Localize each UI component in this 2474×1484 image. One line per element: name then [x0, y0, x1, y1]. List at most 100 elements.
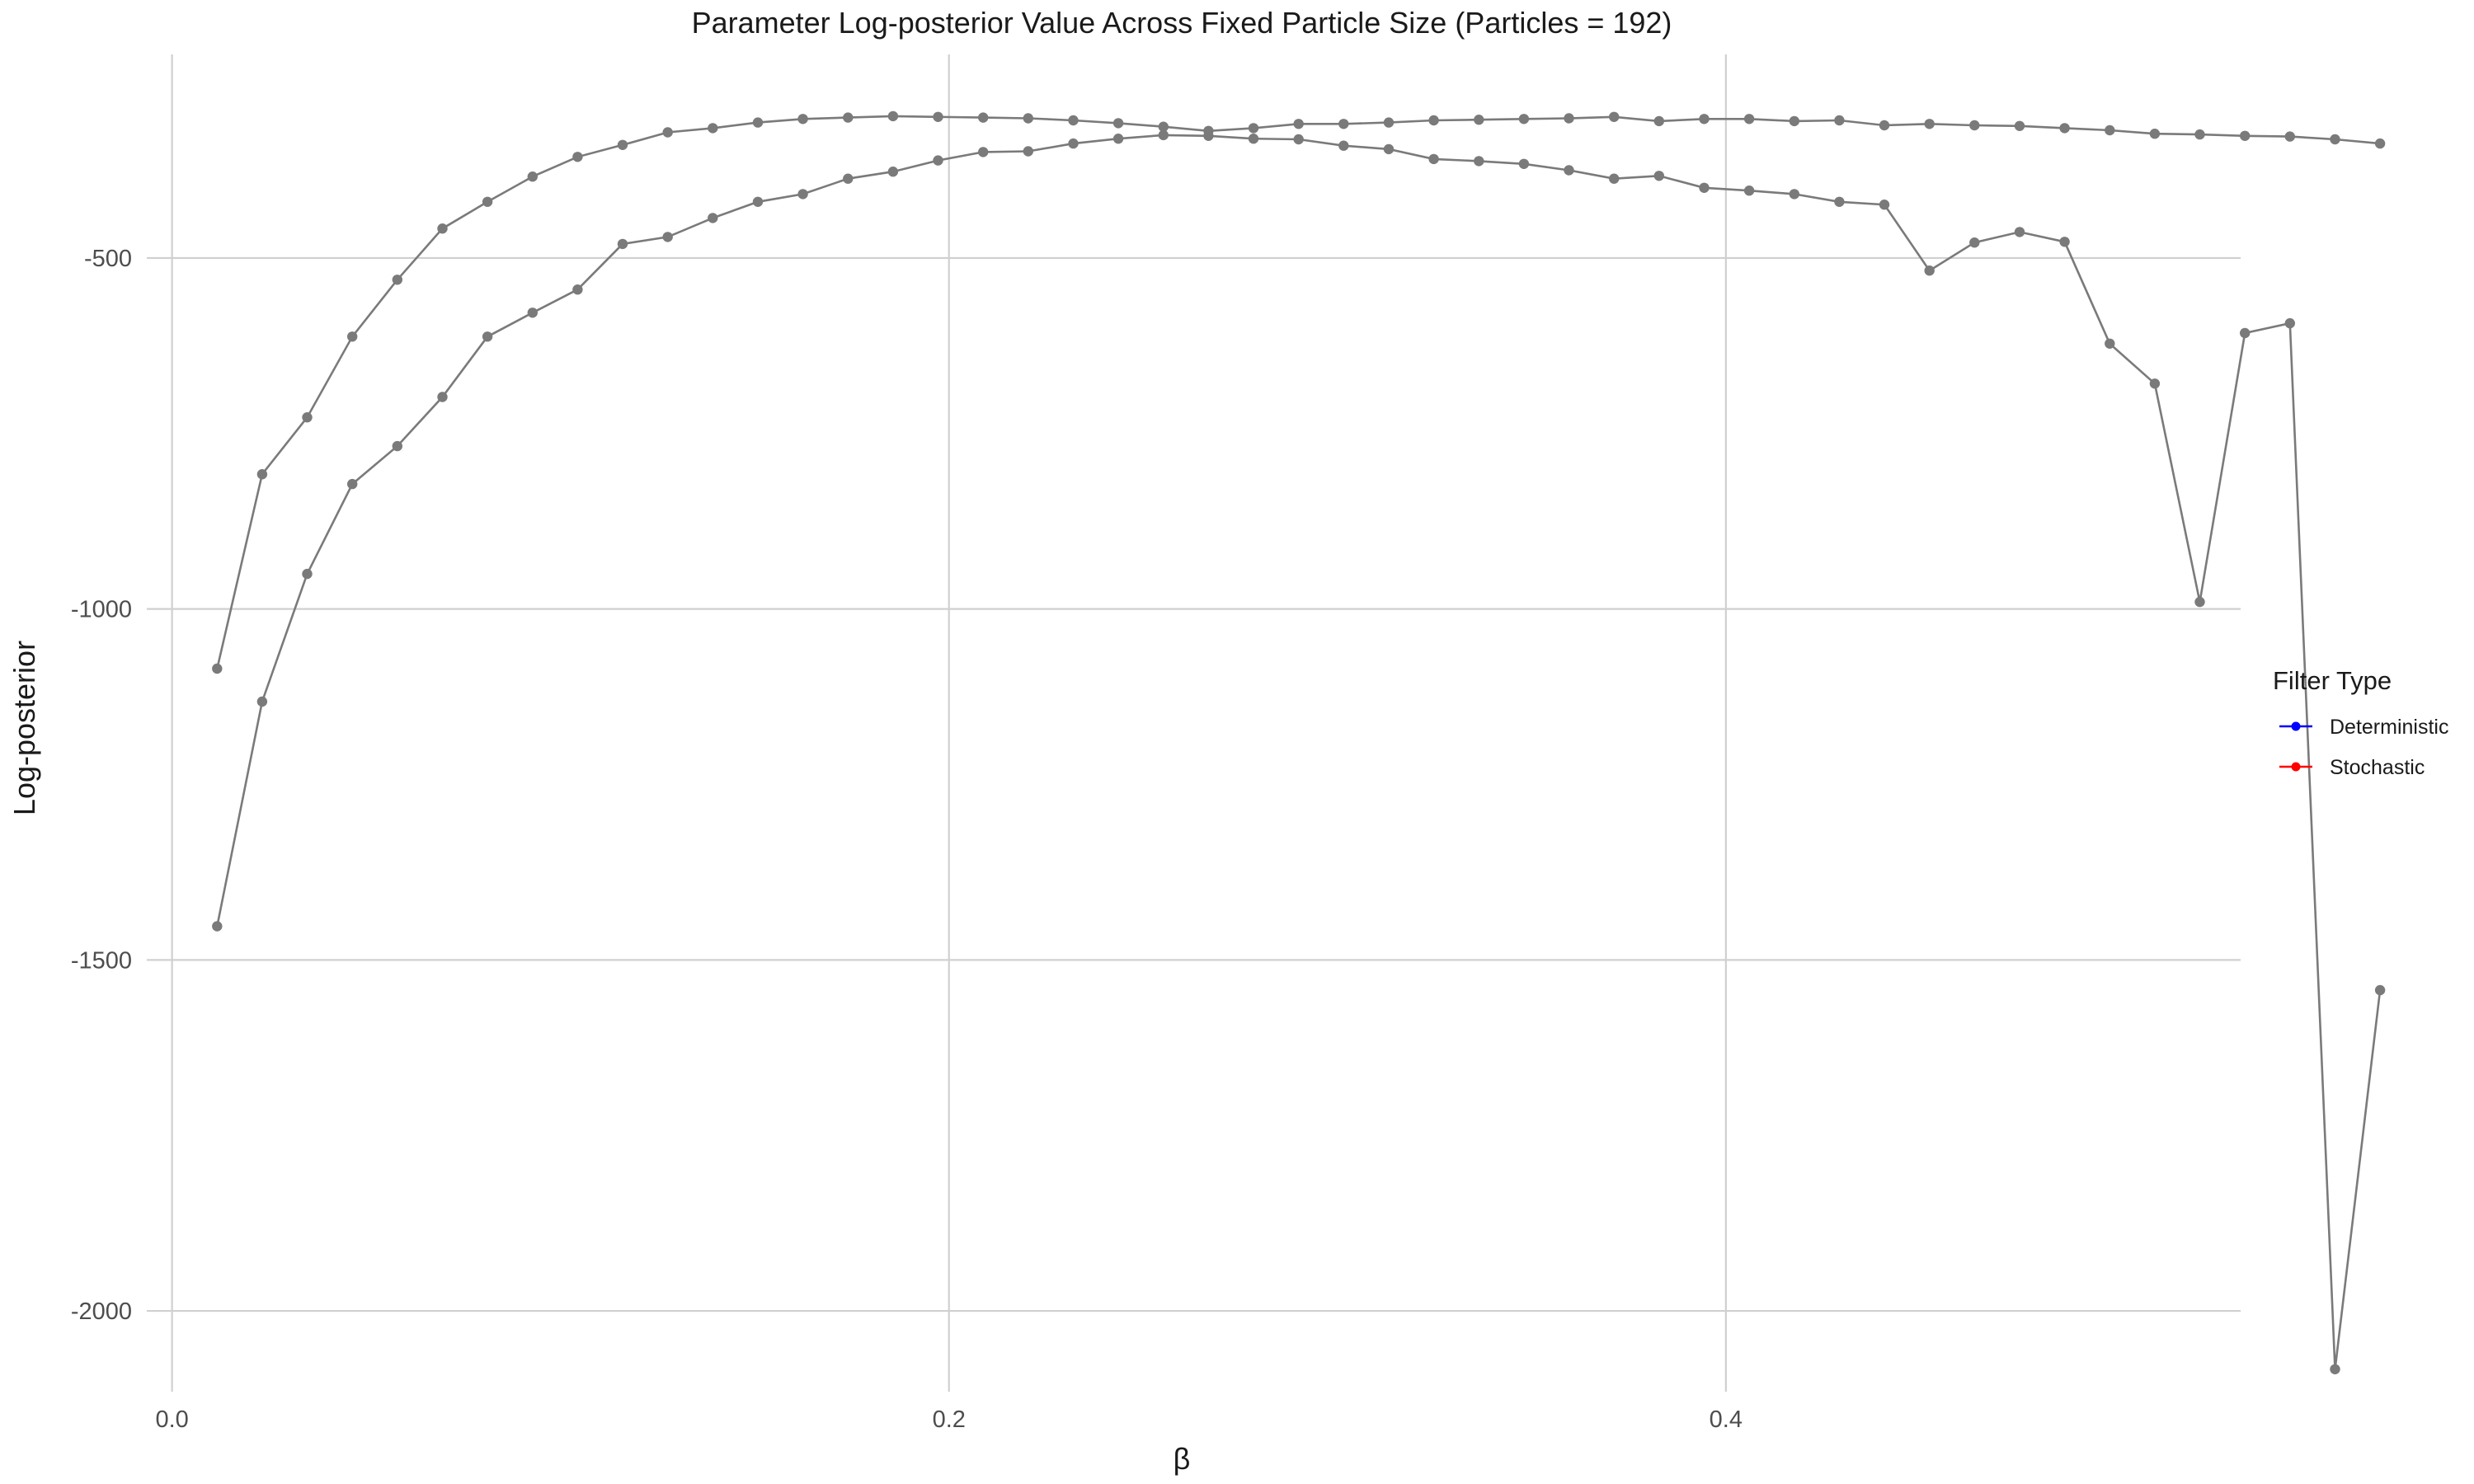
series-line — [216, 115, 2381, 669]
data-point — [212, 663, 223, 674]
data-point — [2105, 338, 2115, 349]
x-tick-label: 0.0 — [155, 1407, 188, 1433]
data-point — [1293, 134, 1304, 145]
data-point — [1518, 114, 1530, 124]
y-tick-label: -2000 — [71, 1298, 132, 1325]
data-point — [1699, 182, 1710, 193]
legend-item-stochastic: Stochastic — [2279, 756, 2425, 779]
data-point — [527, 171, 538, 182]
data-point — [437, 392, 448, 402]
x-tick-label: 0.2 — [933, 1407, 966, 1433]
data-point — [1743, 186, 1755, 196]
legend-key-point — [2291, 721, 2301, 731]
data-point — [2194, 596, 2205, 608]
data-point — [752, 196, 764, 207]
data-point — [482, 331, 493, 342]
data-point — [2014, 227, 2025, 237]
data-point — [302, 568, 313, 580]
data-point — [2240, 327, 2251, 339]
data-point — [2059, 123, 2070, 134]
data-point — [212, 921, 223, 932]
series-line — [216, 134, 2382, 1369]
data-point — [1789, 189, 1799, 200]
data-point — [2284, 131, 2295, 142]
data-point — [572, 152, 583, 162]
data-point — [1564, 165, 1574, 176]
y-axis-title: Log-posterior — [7, 641, 41, 815]
data-point — [2240, 130, 2251, 141]
data-point — [1789, 115, 1799, 127]
data-point — [887, 110, 899, 122]
data-point — [1023, 146, 1034, 157]
data-point — [887, 167, 899, 177]
data-point — [2194, 129, 2205, 140]
data-point — [978, 147, 989, 157]
data-point — [1653, 115, 1665, 127]
chart-title: Parameter Log-posterior Value Across Fix… — [692, 6, 1672, 40]
data-point — [2330, 1364, 2340, 1375]
data-point — [797, 114, 808, 124]
data-point — [347, 331, 358, 342]
data-point — [1338, 140, 1349, 151]
data-point — [1474, 115, 1484, 125]
data-point — [1699, 114, 1710, 124]
data-point — [482, 196, 493, 207]
x-tick-label: 0.4 — [1710, 1407, 1743, 1433]
data-point — [752, 117, 764, 128]
data-point — [572, 284, 583, 295]
data-point — [1383, 143, 1395, 155]
x-axis-title: β — [1174, 1442, 1191, 1476]
data-point — [978, 112, 989, 123]
data-point — [708, 123, 718, 134]
y-tick-label: -500 — [84, 246, 132, 272]
series-1 — [212, 110, 2386, 674]
data-point — [933, 155, 943, 166]
data-point — [1293, 119, 1304, 129]
data-point — [527, 308, 538, 318]
data-point — [1969, 120, 1980, 131]
data-point — [843, 112, 854, 123]
data-point — [1834, 115, 1845, 126]
data-point — [1248, 134, 1259, 144]
data-point — [1068, 115, 1079, 126]
data-point — [1969, 237, 1980, 248]
data-point — [1158, 129, 1169, 141]
y-tick-label: -1500 — [71, 947, 132, 974]
data-point — [1112, 118, 1124, 129]
data-point — [1518, 158, 1530, 169]
data-point — [617, 139, 628, 150]
data-point — [2330, 134, 2340, 145]
data-point — [1924, 119, 1935, 129]
data-point — [933, 111, 943, 122]
data-point — [1609, 173, 1620, 184]
data-point — [2374, 984, 2386, 996]
data-point — [256, 469, 268, 480]
data-point — [1383, 117, 1395, 128]
data-point — [1203, 130, 1214, 141]
data-point — [2284, 317, 2295, 329]
data-point — [256, 696, 268, 707]
data-point — [1428, 115, 1439, 126]
data-point — [1564, 113, 1574, 124]
data-point — [797, 189, 808, 200]
y-axis-ticks: -2000 -1500 -1000 -500 — [71, 246, 132, 1325]
series-layer — [212, 110, 2386, 1375]
legend-item-deterministic: Deterministic — [2279, 716, 2448, 739]
data-point — [347, 478, 358, 490]
data-point — [1653, 171, 1665, 181]
data-point — [1068, 138, 1079, 149]
data-point — [2014, 120, 2025, 131]
legend-label-deterministic: Deterministic — [2330, 716, 2448, 739]
data-point — [1428, 153, 1439, 165]
data-point — [1743, 114, 1755, 124]
data-point — [1248, 123, 1259, 134]
data-point — [662, 232, 673, 242]
x-axis-ticks: 0.0 0.2 0.4 — [155, 1407, 1743, 1433]
data-point — [662, 127, 673, 138]
data-point — [1023, 113, 1034, 124]
data-point — [708, 213, 718, 223]
data-point — [2059, 237, 2070, 247]
data-point — [1158, 121, 1169, 132]
data-point — [302, 412, 313, 423]
legend-key-point — [2291, 762, 2301, 772]
